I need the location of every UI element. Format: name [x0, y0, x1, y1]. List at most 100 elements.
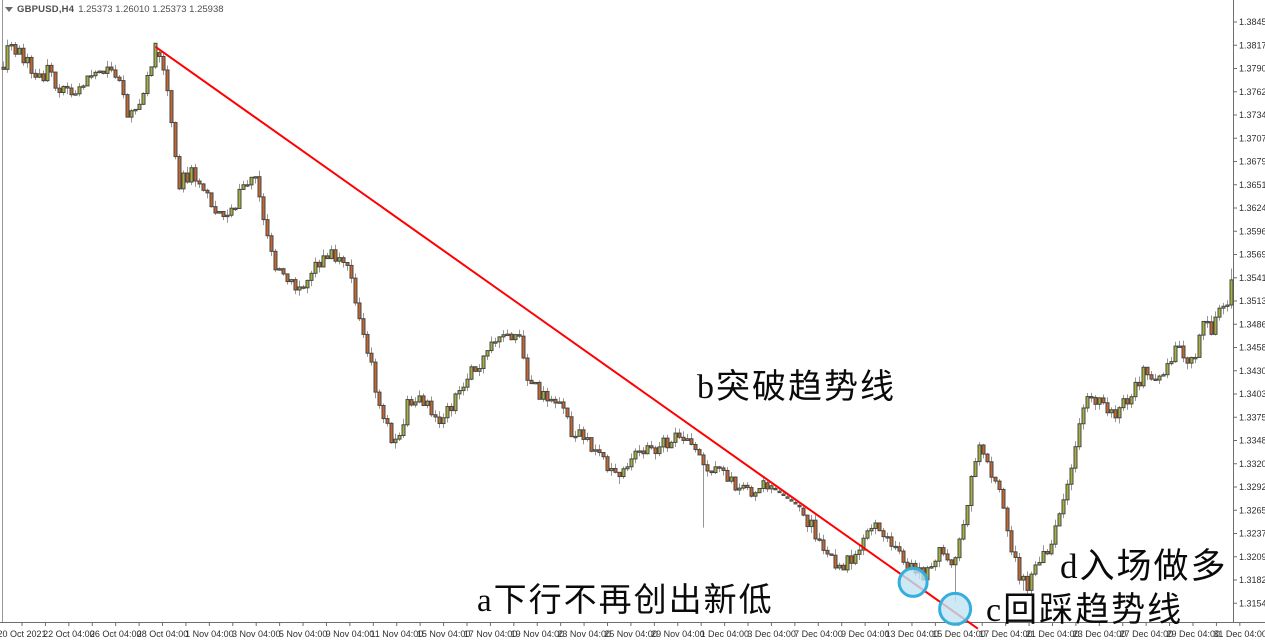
annotation-a-no-new-low[interactable]: a下行不再创出新低	[477, 583, 774, 619]
highlight-circle-2[interactable]	[938, 591, 973, 626]
candle-body	[609, 468, 614, 472]
candle-body	[177, 156, 182, 190]
candle-body	[333, 249, 338, 262]
candle-body	[1121, 398, 1126, 409]
x-axis-date-label: 25 Nov 04:00	[604, 629, 658, 639]
candle-body	[901, 550, 906, 563]
candle-body	[1101, 397, 1106, 404]
trendline[interactable]	[154, 46, 979, 630]
candle-body	[769, 485, 774, 490]
candle-body	[85, 75, 90, 87]
candle-body	[613, 468, 618, 473]
x-axis-date-label: 15 Dec 04:00	[932, 629, 986, 639]
candle-body	[1217, 307, 1222, 318]
candle-body	[341, 257, 346, 263]
candle-body	[665, 437, 670, 449]
candle-body	[853, 553, 858, 564]
candle-body	[537, 381, 542, 400]
candle-body	[749, 487, 754, 497]
candle-body	[113, 69, 118, 78]
candle-body	[145, 74, 150, 95]
candle-body	[721, 467, 726, 471]
candle-body	[237, 188, 242, 209]
candle-body	[797, 504, 802, 508]
candle-body	[837, 564, 842, 569]
candle-body	[705, 464, 710, 472]
candle-body	[381, 404, 386, 420]
candle-body	[313, 261, 318, 274]
candle-body	[229, 207, 234, 216]
candle-body	[121, 80, 126, 96]
y-axis-price-label: 1.36515	[1239, 180, 1265, 190]
candle-body	[717, 466, 722, 469]
candle-body	[573, 435, 578, 439]
candle-body	[993, 476, 998, 482]
candle-body	[45, 64, 50, 82]
candle-body	[49, 64, 54, 73]
candle-body	[565, 407, 570, 418]
candle-body	[461, 386, 466, 392]
candle-body	[109, 66, 114, 71]
candle-body	[301, 286, 306, 289]
candle-body	[997, 480, 1002, 490]
x-axis-date-label: 29 Dec 04:00	[1166, 629, 1220, 639]
y-axis-price-label: 1.37345	[1239, 110, 1265, 120]
highlight-circle-1[interactable]	[897, 566, 929, 598]
y-axis-price-label: 1.36240	[1239, 203, 1265, 213]
x-axis-date-label: 17 Nov 04:00	[464, 629, 518, 639]
candle-body	[737, 487, 742, 491]
y-axis-price-label: 1.38450	[1239, 17, 1265, 27]
y-axis-price-label: 1.35690	[1239, 250, 1265, 260]
candle-body	[509, 333, 514, 341]
candle-body	[165, 69, 170, 92]
annotation-d-go-long[interactable]: d入场做多	[1060, 547, 1228, 586]
candle-body	[897, 546, 902, 552]
candle-body	[225, 214, 230, 218]
candle-body	[741, 484, 746, 489]
candle-body	[1225, 304, 1230, 307]
annotation-c-retest[interactable]: c回踩趋势线	[986, 592, 1184, 629]
candle-body	[829, 553, 834, 556]
candle-body	[289, 279, 294, 283]
candle-body	[945, 553, 950, 561]
candle-body	[1009, 530, 1014, 553]
candle-body	[33, 72, 38, 78]
candle-body	[1069, 467, 1074, 485]
candle-body	[201, 183, 206, 191]
x-axis-date-label: 9 Nov 04:00	[326, 629, 375, 639]
candle-body	[957, 538, 962, 559]
candle-body	[953, 557, 958, 566]
candle-body	[1173, 345, 1178, 363]
candle-body	[801, 507, 806, 516]
candle-body	[345, 261, 350, 266]
candle-body	[9, 44, 14, 47]
candle-body	[405, 399, 410, 426]
dropdown-arrow-icon[interactable]	[5, 7, 13, 12]
annotation-b-breakout[interactable]: b突破趋势线	[697, 369, 896, 406]
symbol-timeframe-label: GBPUSD,H4	[17, 4, 75, 15]
candle-body	[529, 379, 534, 385]
candle-body	[577, 429, 582, 437]
candle-body	[1057, 513, 1062, 527]
candle-body	[1177, 345, 1182, 348]
candle-body	[1097, 397, 1102, 405]
candle-body	[249, 176, 254, 186]
candle-body	[569, 416, 574, 438]
y-axis-price-label: 1.32650	[1239, 505, 1265, 515]
candle-body	[397, 434, 402, 440]
x-axis-date-label: 17 Dec 04:00	[979, 629, 1033, 639]
candle-body	[97, 70, 102, 74]
candle-body	[589, 437, 594, 452]
candle-body	[77, 86, 82, 95]
candle-body	[1141, 366, 1146, 387]
candle-body	[325, 255, 330, 260]
candle-body	[417, 395, 422, 403]
candle-body	[41, 73, 46, 82]
candle-body	[845, 555, 850, 571]
candle-body	[65, 85, 70, 89]
candle-body	[933, 560, 938, 568]
candle-body	[153, 42, 158, 68]
candle-body	[361, 318, 366, 335]
